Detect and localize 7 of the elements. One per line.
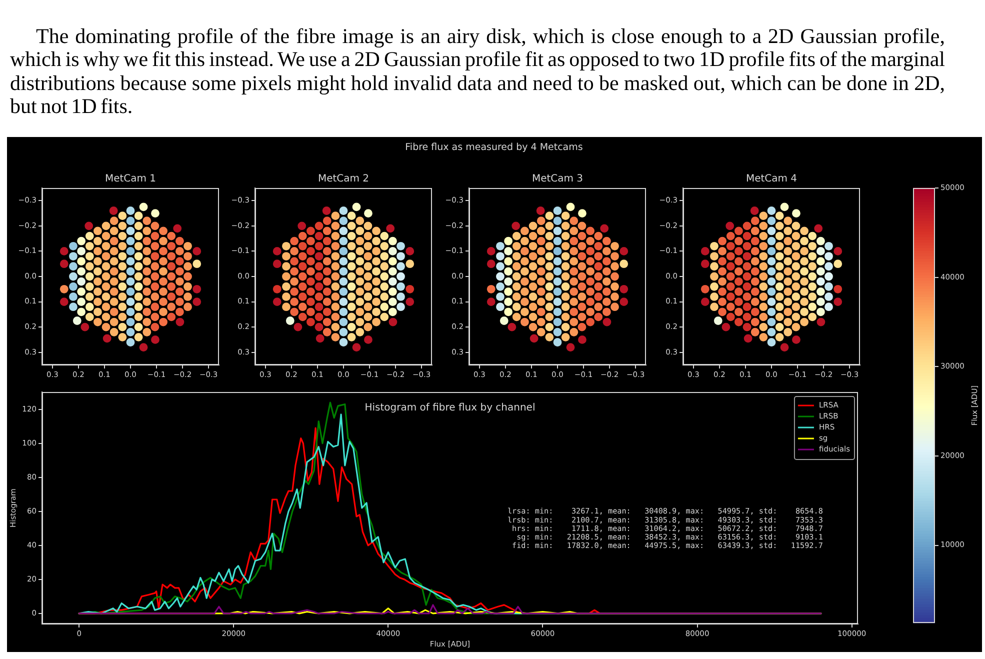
chart-title: MetCam 4 xyxy=(746,174,798,185)
text: Fibre flux as measured by 4 Metcams xyxy=(404,142,584,154)
chart-title: MetCam 3 xyxy=(532,174,584,185)
chart-title: MetCam 2 xyxy=(318,174,370,185)
chart-title: MetCam 1 xyxy=(104,174,156,185)
text: Histogram of fibre flux by channel xyxy=(364,402,536,414)
text: The dominating profile of the fibre image is an airy disk, which is close enough to a 2D Gaussian profile, which is why we fit this instead. We use a 2D Gaussian profile fit as opposed to two 1D profile fits of the marginal distributions because some pixels might hold invalid data and need to be masked out, which can be done in 2D, but not 1D fits. xyxy=(10,24,945,118)
